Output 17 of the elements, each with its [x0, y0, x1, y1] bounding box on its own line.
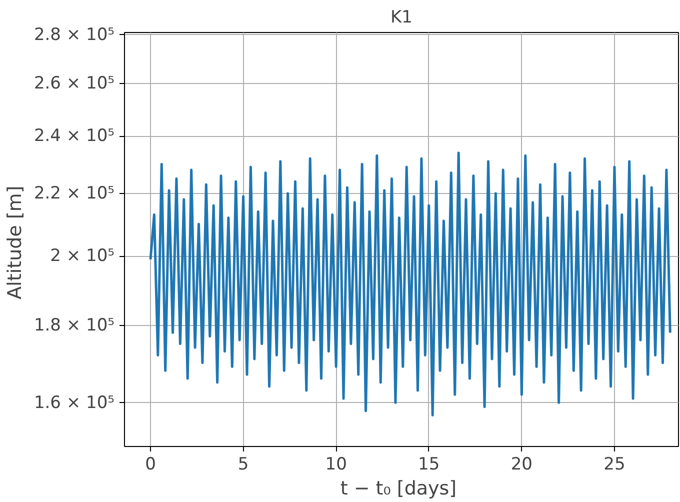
x-tick-label: 25: [604, 454, 626, 474]
line-series: [149, 152, 672, 416]
y-tick-label: 1.8 × 10⁵: [34, 315, 115, 336]
y-tick-label: 2.6 × 10⁵: [34, 74, 115, 94]
x-tick-label: 15: [418, 454, 440, 474]
x-axis-title: t − t₀ [days]: [340, 478, 457, 500]
y-axis-title: Altitude [m]: [4, 186, 26, 300]
x-tick-label: 5: [238, 454, 249, 474]
y-tick-label: 2 × 10⁵: [50, 246, 115, 266]
y-tick-label: 2.4 × 10⁵: [34, 126, 115, 146]
x-tick-label: 10: [325, 454, 347, 474]
chart-title: K1: [390, 8, 412, 28]
x-tick-label: 0: [145, 454, 156, 474]
x-tick-label: 20: [510, 454, 532, 474]
y-tick-label: 1.6 × 10⁵: [34, 392, 115, 413]
y-tick-label: 2.8 × 10⁵: [34, 24, 115, 45]
y-tick-label: 2.2 × 10⁵: [34, 183, 115, 204]
